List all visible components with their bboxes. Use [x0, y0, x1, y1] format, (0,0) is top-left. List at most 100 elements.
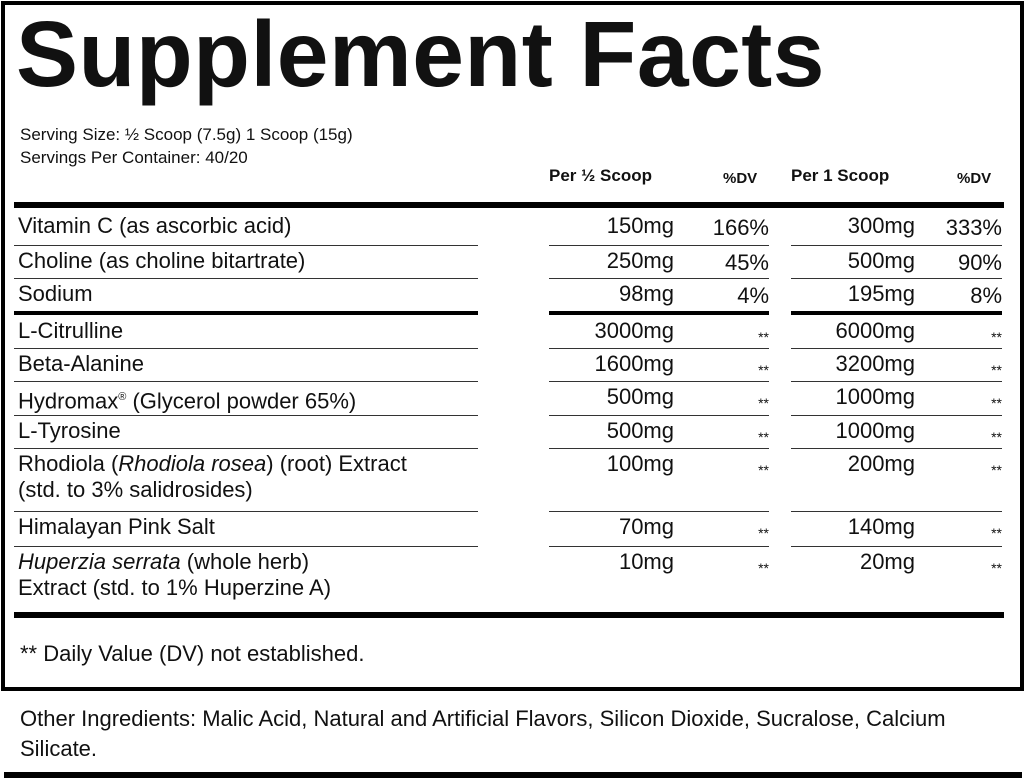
ingredient-name-part: Rhodiola (	[18, 451, 119, 476]
row-divider	[791, 244, 1002, 246]
dv-per-one-scoop: **	[991, 362, 1002, 378]
row-divider	[791, 510, 1002, 512]
table-row: Himalayan Pink Salt 70mg ** 140mg **	[0, 512, 1024, 547]
supplement-facts-panel	[1, 1, 1024, 691]
header-dv-half: %DV	[723, 170, 758, 187]
ingredient-name: Vitamin C (as ascorbic acid)	[18, 213, 291, 239]
amount-per-half-scoop: 500mg	[606, 418, 674, 443]
amount-per-half-scoop: 3000mg	[594, 318, 674, 343]
amount-per-one-scoop: 6000mg	[835, 318, 915, 343]
row-divider	[549, 545, 769, 547]
table-row: Rhodiola (Rhodiola rosea) (root) Extract…	[0, 449, 1024, 512]
amount-per-one-scoop: 20mg	[859, 549, 915, 574]
row-divider	[791, 380, 1002, 382]
table-row: L-Citrulline 3000mg ** 6000mg **	[0, 316, 1024, 349]
row-divider	[549, 277, 769, 279]
table-row: Sodium 98mg 4% 195mg 8%	[0, 279, 1024, 315]
amount-per-one-scoop: 200mg	[847, 451, 915, 476]
dv-per-one-scoop: **	[991, 462, 1002, 478]
row-divider	[791, 414, 1002, 416]
row-divider	[14, 347, 478, 349]
dv-per-half-scoop: 166%	[712, 215, 769, 240]
ingredient-name: Huperzia serrata (whole herb) Extract (st…	[18, 549, 331, 601]
amount-per-half-scoop: 98mg	[618, 281, 674, 306]
dv-per-one-scoop: 333%	[945, 215, 1002, 240]
row-divider	[549, 244, 769, 246]
row-divider	[791, 347, 1002, 349]
ingredient-name-part: L-Tyrosine	[18, 418, 121, 443]
ingredient-name-part: (std. to 3% salidrosides)	[18, 477, 253, 502]
row-divider	[549, 347, 769, 349]
row-divider	[14, 311, 478, 315]
header-dv-one: %DV	[957, 170, 992, 187]
amount-per-one-scoop: 140mg	[847, 514, 915, 539]
servings-per-container: Servings Per Container: 40/20	[20, 148, 248, 167]
ingredient-name: Choline (as choline bitartrate)	[18, 248, 305, 274]
ingredient-name-part: Sodium	[18, 281, 93, 306]
amount-per-half-scoop: 10mg	[618, 549, 674, 574]
amount-per-half-scoop: 150mg	[606, 213, 674, 238]
panel-title: Supplement Facts	[16, 2, 825, 106]
row-divider	[791, 545, 1002, 547]
ingredient-name-part: Choline (as choline bitartrate)	[18, 248, 306, 273]
amount-per-half-scoop: 250mg	[606, 248, 674, 273]
row-divider	[14, 414, 478, 416]
serving-size: Serving Size: ½ Scoop (7.5g) 1 Scoop (15…	[20, 125, 353, 144]
ingredient-name-part: ®	[118, 391, 127, 403]
ingredient-name-part: Hydromax	[18, 388, 119, 414]
row-divider	[549, 447, 769, 449]
row-divider	[791, 311, 1002, 315]
dv-per-half-scoop: **	[758, 362, 769, 378]
ingredient-name-part: Beta-Alanine	[18, 351, 144, 376]
ingredient-name-part: (Glycerol powder 65%)	[126, 388, 357, 414]
other-ingredients: Other Ingredients: Malic Acid, Natural a…	[20, 706, 946, 761]
row-divider	[14, 277, 478, 279]
ingredient-name-part: (whole herb)	[180, 549, 310, 574]
row-divider	[14, 244, 478, 246]
row-divider	[14, 510, 478, 512]
table-row: Choline (as choline bitartrate) 250mg 45% 5…	[0, 246, 1024, 279]
dv-per-half-scoop: **	[758, 395, 769, 411]
header-per-one-scoop: Per 1 Scoop	[791, 166, 890, 185]
thick-divider-top	[14, 202, 1004, 208]
ingredient-name: Sodium	[18, 281, 93, 307]
dv-per-one-scoop: **	[991, 329, 1002, 345]
dv-per-half-scoop: **	[758, 525, 769, 541]
ingredient-name: L-Tyrosine	[18, 418, 121, 444]
dv-per-half-scoop: **	[758, 429, 769, 445]
bottom-divider	[4, 772, 1022, 778]
dv-per-one-scoop: 8%	[970, 283, 1002, 308]
ingredient-name: Himalayan Pink Salt	[18, 514, 215, 540]
ingredient-name: L-Citrulline	[18, 318, 123, 344]
dv-per-one-scoop: **	[991, 525, 1002, 541]
dv-per-half-scoop: **	[758, 462, 769, 478]
row-divider	[791, 277, 1002, 279]
amount-per-half-scoop: 100mg	[606, 451, 674, 476]
row-divider	[549, 414, 769, 416]
dv-per-one-scoop: **	[991, 560, 1002, 576]
ingredient-name: Hydromax® (Glycerol powder 65%)	[18, 384, 356, 414]
ingredient-name-part: L-Citrulline	[18, 318, 124, 343]
dv-per-one-scoop: **	[991, 429, 1002, 445]
row-divider	[14, 545, 478, 547]
amount-per-one-scoop: 195mg	[847, 281, 915, 306]
dv-per-half-scoop: **	[758, 560, 769, 576]
ingredient-name-part: ) (root) Extract	[266, 451, 407, 476]
amount-per-one-scoop: 1000mg	[835, 418, 915, 443]
row-divider	[14, 380, 478, 382]
dv-per-half-scoop: 4%	[737, 283, 769, 308]
amount-per-half-scoop: 500mg	[606, 384, 674, 409]
ingredient-name-part: Rhodiola rosea	[118, 451, 267, 476]
header-per-half-scoop: Per ½ Scoop	[549, 166, 652, 185]
table-row: Hydromax® (Glycerol powder 65%) 500mg ** 10…	[0, 382, 1024, 416]
row-divider	[14, 447, 478, 449]
amount-per-one-scoop: 3200mg	[835, 351, 915, 376]
row-divider	[791, 447, 1002, 449]
row-divider	[549, 311, 769, 315]
amount-per-half-scoop: 70mg	[618, 514, 674, 539]
row-divider	[549, 510, 769, 512]
table-row: Vitamin C (as ascorbic acid) 150mg 166% 300…	[0, 211, 1024, 246]
footnote: ** Daily Value (DV) not established.	[20, 641, 365, 666]
ingredient-name: Beta-Alanine	[18, 351, 144, 377]
dv-per-half-scoop: 45%	[724, 250, 769, 275]
